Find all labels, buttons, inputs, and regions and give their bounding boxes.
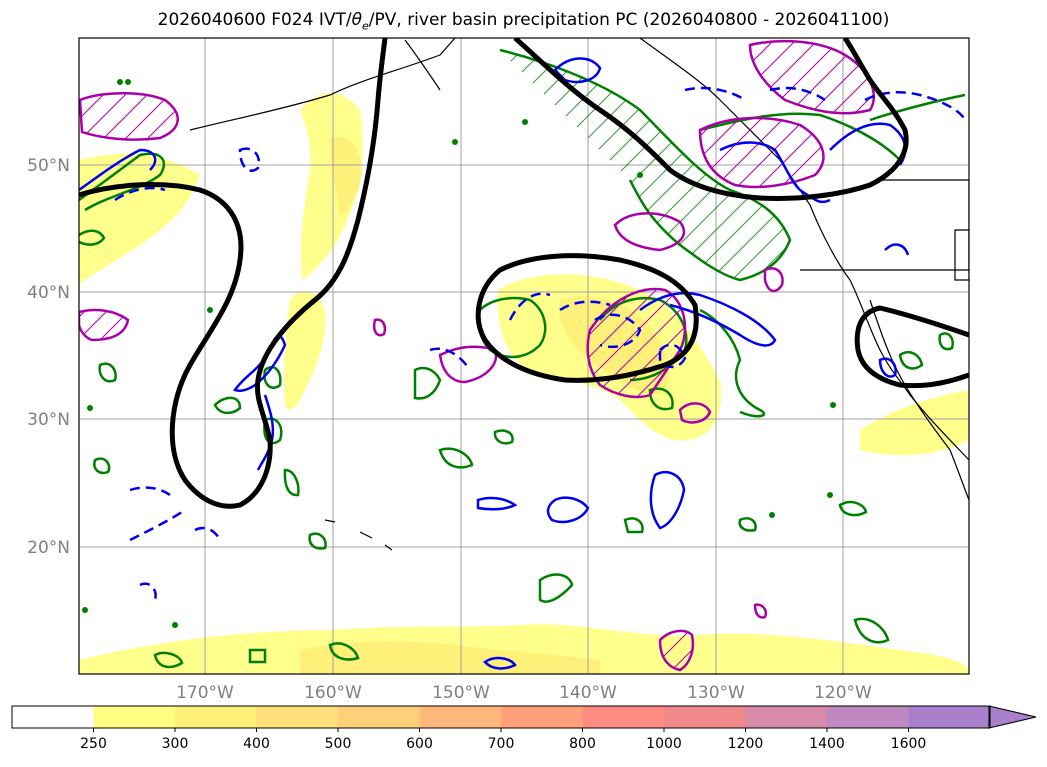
colorbar-tick-label: 300 <box>162 736 189 752</box>
coastlines <box>189 38 969 551</box>
theta-e-dots <box>82 79 836 628</box>
colorbar-swatch <box>93 706 176 728</box>
title-suffix: /PV, river basin precipitation PC (20260… <box>368 10 890 30</box>
lon-label: 120°W <box>814 683 872 703</box>
lat-label: 40°N <box>27 283 70 303</box>
colorbar-ticks: 250 300 400 500 600 700 800 1000 1200 1400 1600 <box>80 728 926 752</box>
lat-label: 30°N <box>27 410 70 430</box>
map-title: 2026040600 F024 IVT/θe/PV, river basin p… <box>0 10 1047 32</box>
colorbar-tick-label: 700 <box>488 736 515 752</box>
colorbar-tick-label: 500 <box>325 736 352 752</box>
colorbar-tick-label: 1200 <box>728 736 764 752</box>
title-subscript: e <box>362 19 369 33</box>
colorbar-tick-label: 1000 <box>646 736 682 752</box>
colorbar-swatches <box>11 705 1037 729</box>
colorbar-swatch <box>256 706 339 728</box>
colorbar-tick-label: 250 <box>80 736 107 752</box>
theta-e-hatch <box>500 50 790 280</box>
colorbar-tick-label: 1400 <box>809 736 845 752</box>
colorbar-swatch <box>12 706 94 728</box>
colorbar-tick-label: 400 <box>243 736 270 752</box>
lat-label: 50°N <box>27 156 70 176</box>
lon-label: 160°W <box>304 683 362 703</box>
title-prefix: 2026040600 F024 IVT/ <box>157 10 352 30</box>
colorbar-extend-arrow <box>988 705 1037 729</box>
colorbar-tick-label: 600 <box>406 736 433 752</box>
lon-label: 140°W <box>559 683 617 703</box>
title-theta: θ <box>351 10 362 30</box>
lon-label: 150°W <box>432 683 490 703</box>
gridlines <box>79 38 969 674</box>
pv2-contours <box>79 38 969 509</box>
colorbar-swatch <box>175 706 257 728</box>
colorbar-swatch <box>827 706 909 728</box>
colorbar: 250 300 400 500 600 700 800 1000 1200 1400 1600 <box>11 705 1037 752</box>
colorbar-swatch <box>419 706 502 728</box>
colorbar-swatch <box>745 706 828 728</box>
latitude-labels: 50°N 40°N 30°N 20°N <box>27 156 70 558</box>
colorbar-swatch <box>582 706 665 728</box>
colorbar-tick-label: 1600 <box>891 736 927 752</box>
map-frame <box>78 37 970 675</box>
colorbar-swatch <box>338 706 420 728</box>
longitude-labels: 170°W 160°W 150°W 140°W 130°W 120°W <box>176 683 872 703</box>
map-content <box>79 38 969 674</box>
lon-label: 170°W <box>176 683 234 703</box>
lat-label: 20°N <box>27 538 70 558</box>
colorbar-swatch <box>501 706 583 728</box>
colorbar-swatch <box>664 706 746 728</box>
colorbar-tick-label: 800 <box>569 736 596 752</box>
lon-label: 130°W <box>687 683 745 703</box>
pv-contours <box>79 39 876 672</box>
colorbar-swatch <box>908 706 991 728</box>
